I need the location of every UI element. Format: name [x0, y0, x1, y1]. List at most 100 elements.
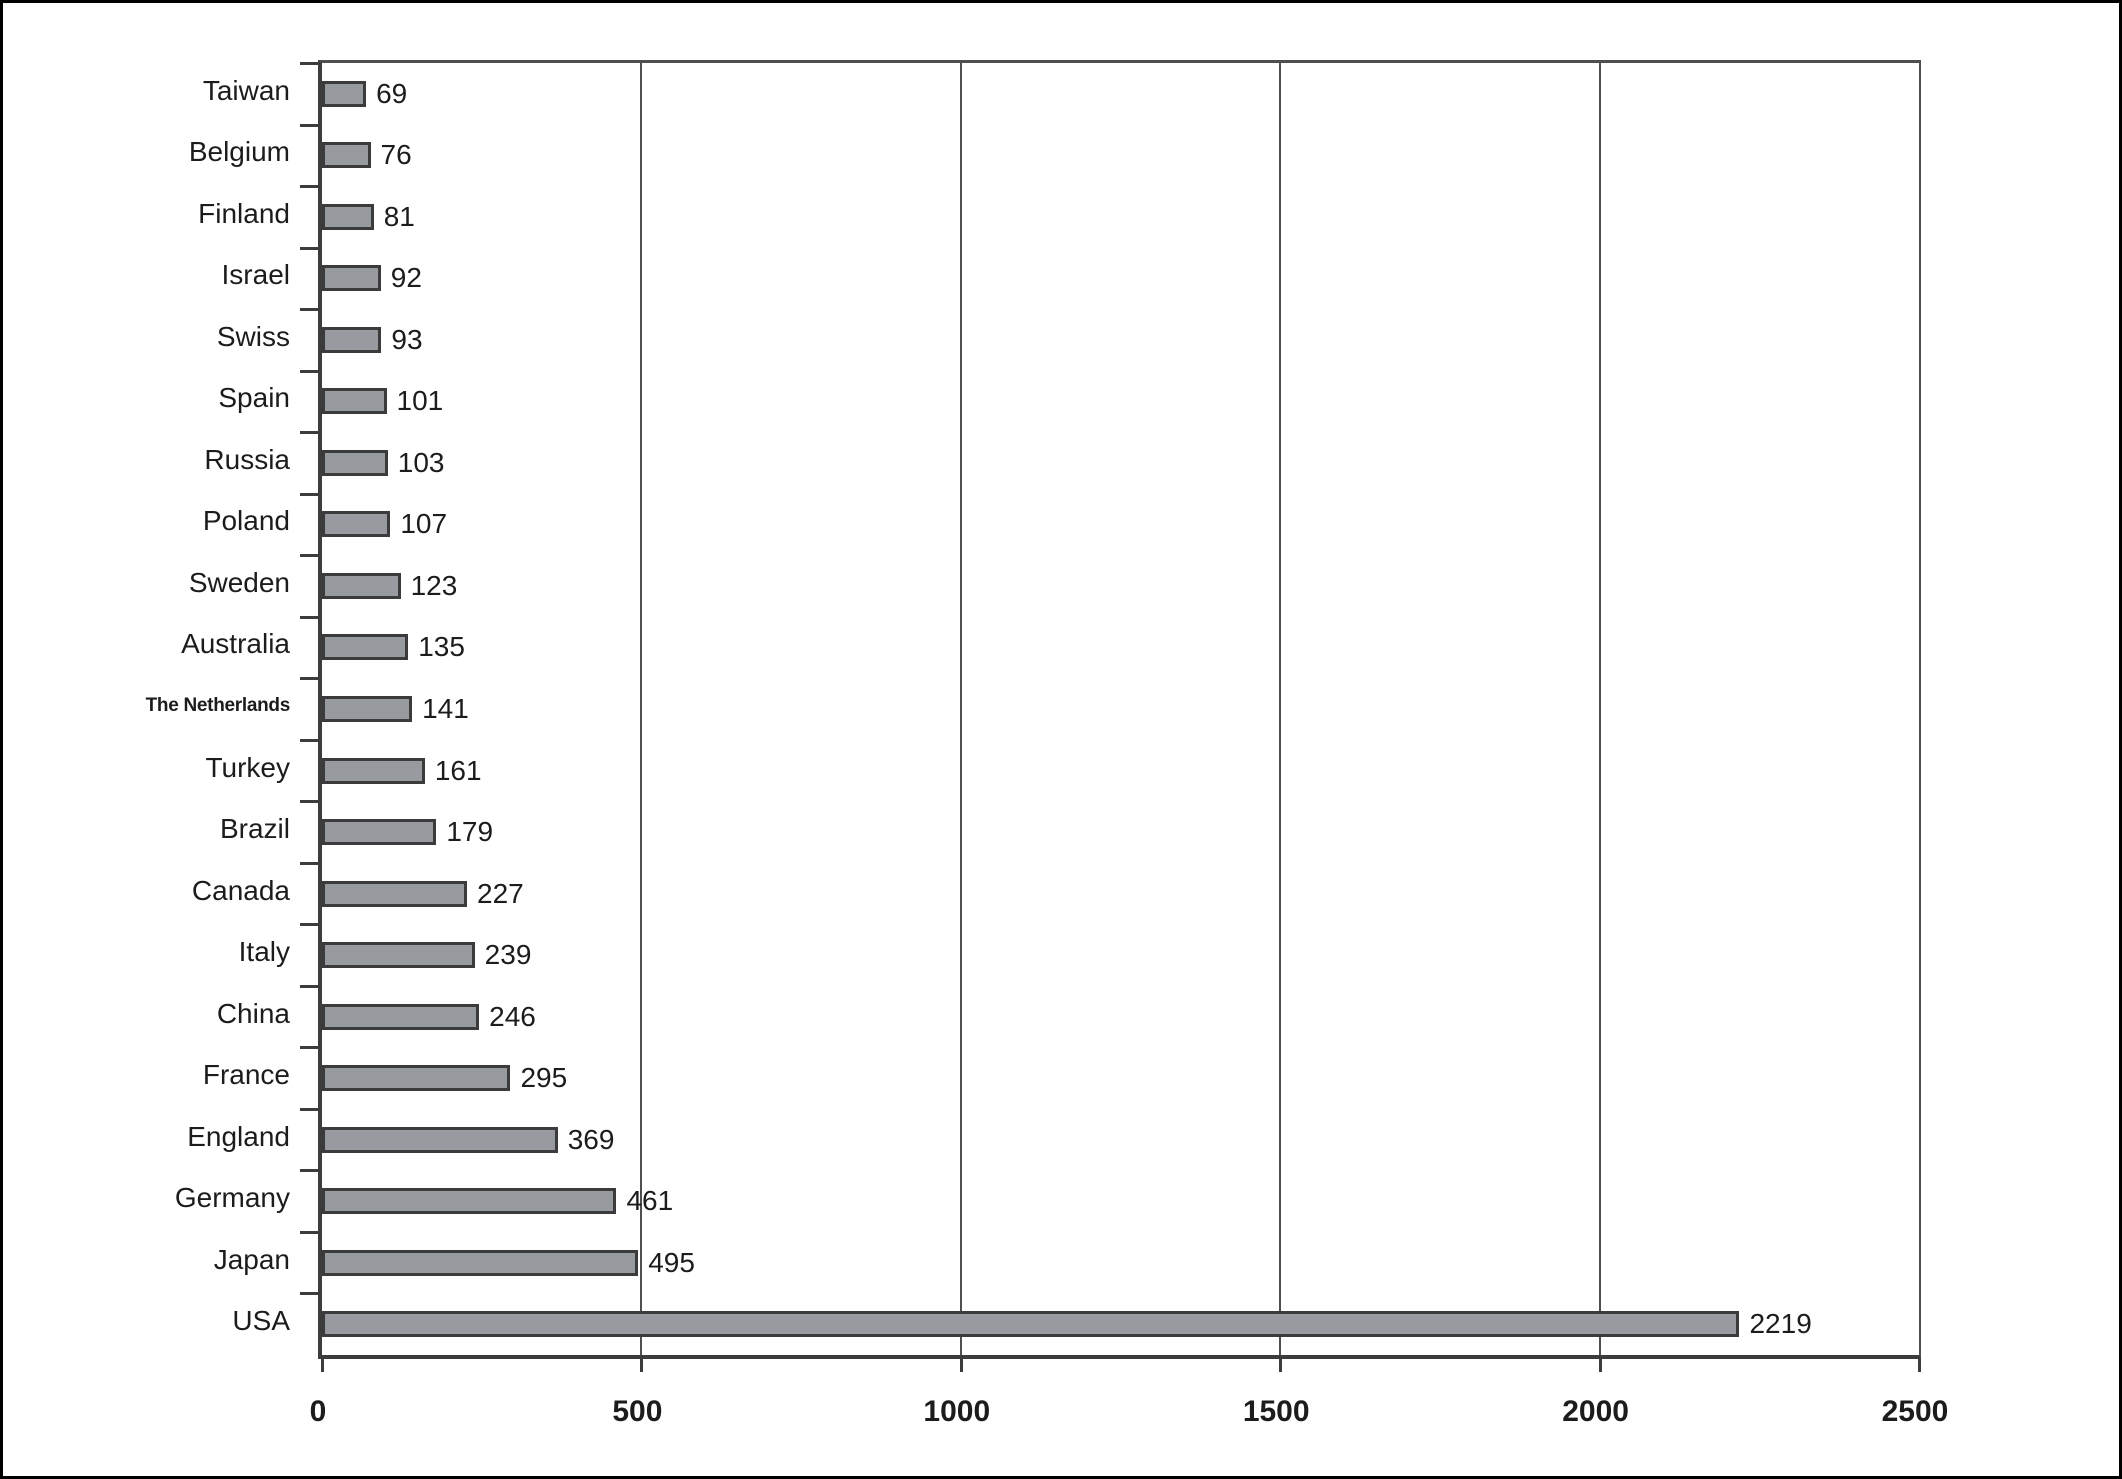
bar-value-label: 92 — [390, 262, 422, 294]
bar-row: 161 — [322, 740, 1919, 802]
bar-row: 107 — [322, 494, 1919, 556]
y-axis-tick — [300, 554, 318, 558]
y-axis-tick — [300, 308, 318, 312]
bar-value-label: 246 — [489, 1000, 536, 1032]
y-axis-tick — [300, 1046, 318, 1050]
y-axis-tick — [300, 369, 318, 373]
bar-row: 69 — [322, 63, 1919, 125]
category-label: Germany — [174, 1182, 290, 1214]
bar — [322, 203, 374, 230]
bar-value-label: 93 — [391, 323, 423, 355]
bar — [322, 634, 409, 661]
y-axis-tick — [300, 923, 318, 927]
category-label: Belgium — [188, 136, 290, 168]
gridline-x-1000 — [959, 63, 962, 1355]
bar — [322, 942, 475, 969]
bar-value-label: 227 — [477, 877, 524, 909]
bar — [322, 819, 437, 846]
bar-value-label: 2219 — [1749, 1308, 1812, 1340]
bar-value-label: 81 — [383, 200, 415, 232]
y-axis-tick — [300, 615, 318, 619]
bar-row: 81 — [322, 186, 1919, 248]
bar-value-label: 141 — [422, 692, 469, 724]
bar — [322, 880, 467, 907]
y-axis-tick — [300, 984, 318, 988]
y-axis-tick — [300, 62, 318, 65]
bar-value-label: 495 — [648, 1246, 695, 1278]
y-axis-tick — [300, 431, 318, 435]
y-axis-tick — [300, 800, 318, 804]
x-tick-label: 500 — [612, 1395, 663, 1428]
bar-row: 101 — [322, 371, 1919, 433]
bar-value-label: 461 — [626, 1185, 674, 1217]
category-label: Finland — [198, 197, 290, 229]
bar — [322, 1065, 511, 1092]
y-axis-tick — [300, 185, 318, 189]
bar-value-label: 135 — [418, 631, 465, 663]
bar-value-label: 69 — [376, 77, 408, 109]
category-label: Israel — [221, 259, 290, 291]
x-axis-tick — [1279, 1359, 1283, 1372]
gridline-x-1500 — [1279, 63, 1282, 1355]
bar-value-label: 107 — [400, 508, 448, 540]
bar — [322, 388, 387, 415]
y-axis-tick — [300, 123, 318, 127]
bar-row: 295 — [322, 1047, 1919, 1109]
category-label: Japan — [213, 1243, 290, 1275]
bar-row: 141 — [322, 678, 1919, 740]
bar — [322, 511, 391, 538]
category-label: Turkey — [205, 751, 290, 783]
bar — [322, 326, 382, 353]
bar — [322, 1249, 639, 1276]
bar-row: 495 — [322, 1232, 1919, 1294]
y-axis-tick — [300, 861, 318, 865]
category-label: Italy — [238, 936, 290, 968]
y-axis-tick — [300, 738, 318, 742]
bar — [322, 1003, 480, 1030]
category-label: Canada — [191, 874, 290, 906]
y-axis-tick — [300, 1230, 318, 1234]
x-axis-tick — [1598, 1359, 1602, 1372]
bar-row: 123 — [322, 555, 1919, 617]
y-axis-tick — [300, 492, 318, 496]
x-axis-tick — [1918, 1359, 1921, 1372]
bar — [322, 449, 388, 476]
bar-value-label: 103 — [397, 446, 445, 478]
category-label: Spain — [218, 382, 290, 414]
bar-row: 179 — [322, 801, 1919, 863]
category-label: Poland — [202, 505, 290, 537]
y-axis-tick — [300, 677, 318, 681]
y-axis-tick — [300, 246, 318, 250]
bar-row: 2219 — [322, 1293, 1919, 1355]
x-tick-label: 1500 — [1242, 1395, 1310, 1428]
category-label: Taiwan — [202, 74, 290, 106]
bar-row: 246 — [322, 986, 1919, 1048]
bar-value-label: 369 — [567, 1123, 615, 1155]
x-tick-label: 2500 — [1881, 1395, 1949, 1428]
bar-row: 135 — [322, 617, 1919, 679]
bar-row: 103 — [322, 432, 1919, 494]
x-axis-tick — [321, 1359, 324, 1372]
y-axis-tick — [300, 1169, 318, 1173]
category-label: USA — [232, 1305, 290, 1337]
bar-row: 92 — [322, 248, 1919, 310]
bar — [322, 142, 371, 169]
category-label: Russia — [204, 443, 290, 475]
bar-row: 461 — [322, 1170, 1919, 1232]
x-axis-tick — [959, 1359, 963, 1372]
bar — [322, 572, 401, 599]
bar-row: 369 — [322, 1109, 1919, 1171]
x-tick-label: 1000 — [923, 1395, 991, 1428]
category-label: The Netherlands — [145, 694, 291, 716]
bar-row: 239 — [322, 924, 1919, 986]
category-label: Sweden — [188, 566, 290, 598]
bar-value-label: 76 — [380, 139, 412, 171]
x-tick-label: 2000 — [1562, 1395, 1629, 1428]
y-axis-category-labels: Taiwan Belgium Finland Israel Swiss Spain Russ… — [3, 60, 304, 1352]
y-axis-tick — [300, 1292, 318, 1296]
bar-row: 93 — [322, 309, 1919, 371]
x-axis-tick — [640, 1359, 644, 1372]
plot-area: 69 76 81 92 93 101 103 107 123 135 141 161 179 227 239… — [300, 60, 1921, 1372]
bar-value-label: 179 — [446, 816, 494, 848]
